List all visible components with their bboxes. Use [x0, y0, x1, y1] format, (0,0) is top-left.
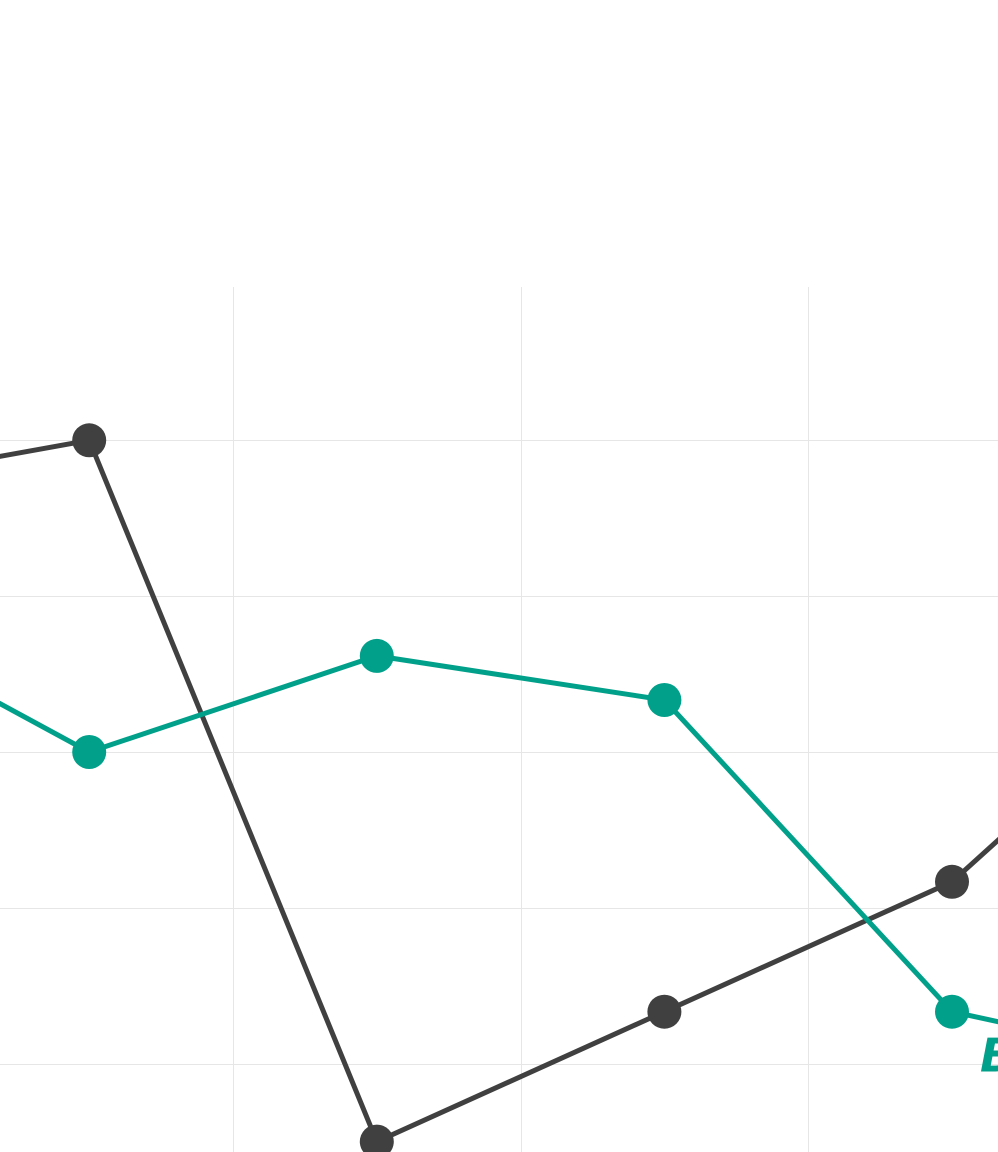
- series-1-point-4: [647, 994, 682, 1029]
- series-1-point-3: [359, 1124, 394, 1152]
- series-2-point-4: [647, 683, 682, 717]
- series-2-line: [0, 653, 998, 1025]
- series-2-point-3: [359, 638, 394, 673]
- series-1-line: [0, 437, 998, 1145]
- series-layer: [0, 423, 998, 1152]
- series-end-label: B: [980, 1029, 998, 1083]
- series-1: [0, 423, 998, 1152]
- label-layer: B: [980, 1029, 998, 1083]
- series-2: [0, 638, 998, 1029]
- series-1-point-5: [935, 864, 969, 899]
- series-1-point-2: [72, 423, 107, 458]
- series-2-point-2: [72, 735, 107, 769]
- series-2-point-5: [935, 994, 969, 1029]
- grid: [0, 287, 998, 1152]
